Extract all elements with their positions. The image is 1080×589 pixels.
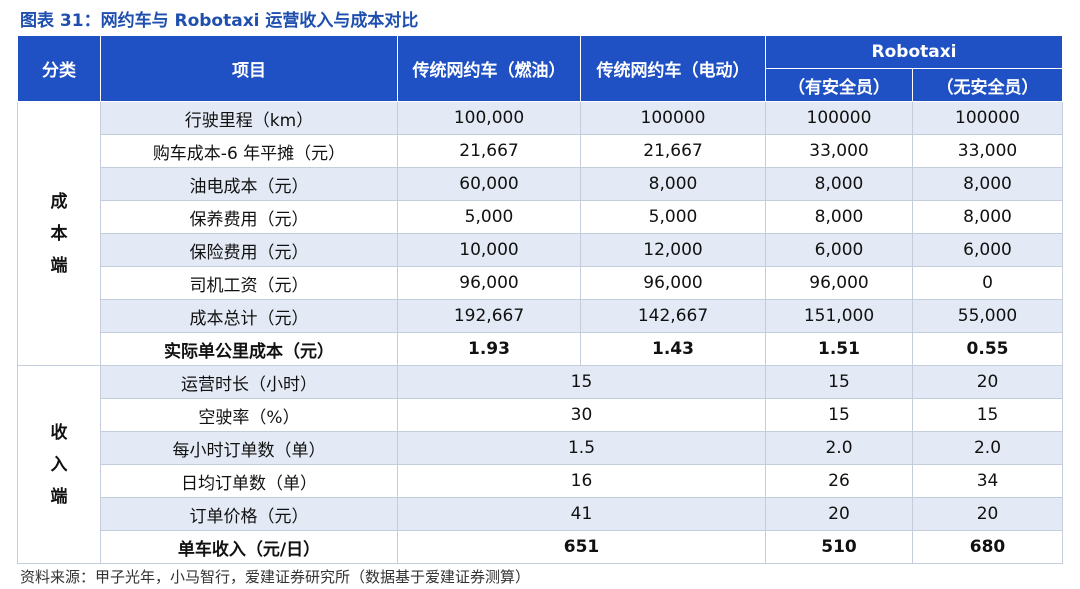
- value-cell: 20: [911, 497, 1064, 531]
- header-cell: Robotaxi: [764, 35, 1064, 69]
- item-cell: 实际单公里成本（元）: [100, 332, 398, 366]
- value-cell: 0.55: [911, 332, 1064, 366]
- header-cell: 项目: [100, 35, 398, 102]
- table: 分类 项目 传统网约车（燃油） 传统网约车（电动） Robotaxi （有安全员…: [17, 35, 1064, 564]
- value-cell: 2.0: [911, 431, 1064, 465]
- value-cell: 100,000: [397, 101, 581, 135]
- table-row: 司机工资（元） 96,000 96,000 96,000 0: [18, 266, 1064, 300]
- header-cell: 分类: [17, 35, 101, 102]
- item-cell: 成本总计（元）: [100, 299, 398, 333]
- value-cell: 26: [765, 464, 913, 498]
- value-cell: 34: [911, 464, 1064, 498]
- value-cell: 60,000: [397, 167, 581, 201]
- table-row: 购车成本-6 年平摊（元） 21,667 21,667 33,000 33,000: [18, 134, 1064, 168]
- value-cell: 20: [911, 365, 1064, 399]
- header-cell: 传统网约车（燃油）: [397, 35, 581, 102]
- table-row: 日均订单数（单） 16 26 34: [18, 464, 1064, 498]
- value-cell: 41: [397, 497, 766, 531]
- value-cell: 21,667: [580, 134, 766, 168]
- value-cell: 8,000: [580, 167, 766, 201]
- value-cell: 15: [765, 398, 913, 432]
- table-row: 油电成本（元） 60,000 8,000 8,000 8,000: [18, 167, 1064, 201]
- table-row: 订单价格（元） 41 20 20: [18, 497, 1064, 531]
- item-cell: 日均订单数（单）: [100, 464, 398, 498]
- value-cell: 0: [911, 266, 1064, 300]
- item-cell: 每小时订单数（单）: [100, 431, 398, 465]
- value-cell: 142,667: [580, 299, 766, 333]
- value-cell: 100000: [765, 101, 913, 135]
- title: 图表 31：网约车与 Robotaxi 运营收入与成本对比: [20, 11, 419, 31]
- value-cell: 1.5: [397, 431, 766, 465]
- category-cell: 收入端: [17, 365, 101, 564]
- value-cell: 15: [765, 365, 913, 399]
- value-cell: 5,000: [397, 200, 581, 234]
- value-cell: 651: [397, 530, 766, 564]
- value-cell: 30: [397, 398, 766, 432]
- value-cell: 6,000: [765, 233, 913, 267]
- value-cell: 15: [911, 398, 1064, 432]
- table-row: 成本端 行驶里程（km） 100,000 100000 100000 100000: [17, 101, 1064, 366]
- value-cell: 510: [765, 530, 913, 564]
- value-cell: 8,000: [911, 200, 1064, 234]
- value-cell: 16: [397, 464, 766, 498]
- value-cell: 680: [911, 530, 1064, 564]
- value-cell: 96,000: [580, 266, 766, 300]
- item-cell: 保养费用（元）: [100, 200, 398, 234]
- item-cell: 行驶里程（km）: [100, 101, 398, 135]
- item-cell: 运营时长（小时）: [100, 365, 398, 399]
- value-cell: 5,000: [580, 200, 766, 234]
- value-cell: 12,000: [580, 233, 766, 267]
- value-cell: 6,000: [911, 233, 1064, 267]
- value-cell: 8,000: [765, 167, 913, 201]
- category-label: 收入端: [50, 422, 68, 507]
- category-cell: 成本端: [17, 101, 101, 366]
- source: 资料来源：甲子光年，小马智行，爱建证券研究所（数据基于爱建证券测算）: [20, 568, 531, 586]
- value-cell: 2.0: [765, 431, 913, 465]
- item-cell: 司机工资（元）: [100, 266, 398, 300]
- category-label: 成本端: [50, 191, 68, 276]
- value-cell: 151,000: [765, 299, 913, 333]
- value-cell: 1.93: [397, 332, 581, 366]
- value-cell: 1.43: [580, 332, 766, 366]
- value-cell: 15: [397, 365, 766, 399]
- item-cell: 购车成本-6 年平摊（元）: [100, 134, 398, 168]
- value-cell: 10,000: [397, 233, 581, 267]
- value-cell: 100000: [911, 101, 1064, 135]
- table-row: 空驶率（%） 30 15 15: [18, 398, 1064, 432]
- table-row: 成本总计（元） 192,667 142,667 151,000 55,000: [18, 299, 1064, 333]
- value-cell: 55,000: [911, 299, 1064, 333]
- item-cell: 油电成本（元）: [100, 167, 398, 201]
- value-cell: 21,667: [397, 134, 581, 168]
- value-cell: 96,000: [397, 266, 581, 300]
- header-cell: 传统网约车（电动）: [580, 35, 766, 102]
- item-cell: 订单价格（元）: [100, 497, 398, 531]
- table-row: 保险费用（元） 10,000 12,000 6,000 6,000: [18, 233, 1064, 267]
- value-cell: 192,667: [397, 299, 581, 333]
- value-cell: 96,000: [765, 266, 913, 300]
- table-row: 实际单公里成本（元） 1.93 1.43 1.51 0.55: [18, 332, 1064, 366]
- header-cell: （无安全员）: [911, 68, 1064, 102]
- table-row: 每小时订单数（单） 1.5 2.0 2.0: [18, 431, 1064, 465]
- table-row: 收入端 运营时长（小时） 15 15 20: [17, 365, 1064, 564]
- value-cell: 100000: [580, 101, 766, 135]
- item-cell: 空驶率（%）: [100, 398, 398, 432]
- header-cell: （有安全员）: [765, 68, 913, 102]
- value-cell: 33,000: [765, 134, 913, 168]
- value-cell: 1.51: [765, 332, 913, 366]
- table-row: 单车收入（元/日） 651 510 680: [18, 530, 1064, 564]
- item-cell: 单车收入（元/日）: [100, 530, 398, 564]
- value-cell: 8,000: [765, 200, 913, 234]
- value-cell: 8,000: [911, 167, 1064, 201]
- value-cell: 33,000: [911, 134, 1064, 168]
- table-row: 保养费用（元） 5,000 5,000 8,000 8,000: [18, 200, 1064, 234]
- value-cell: 20: [765, 497, 913, 531]
- item-cell: 保险费用（元）: [100, 233, 398, 267]
